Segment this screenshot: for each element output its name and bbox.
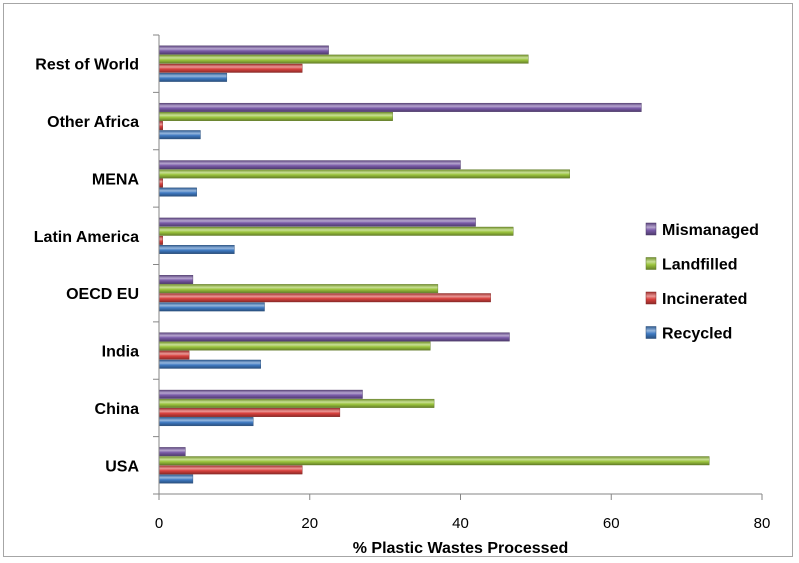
bar-landfilled-india	[158, 341, 431, 351]
legend-swatch-landfilled	[645, 257, 657, 270]
category-label: Latin America	[34, 229, 139, 246]
bar-mismanaged-oecd-eu	[158, 275, 194, 284]
legend-label-incinerated: Incinerated	[662, 291, 747, 308]
bar-landfilled-china	[158, 398, 435, 408]
x-tick-label: 40	[452, 515, 469, 532]
legend-label-recycled: Recycled	[662, 326, 732, 343]
bar-landfilled-mena	[158, 169, 570, 179]
bars-layer	[158, 45, 710, 484]
category-label: USA	[105, 458, 139, 475]
bar-incinerated-rest-of-world	[158, 63, 303, 73]
bar-landfilled-oecd-eu	[158, 284, 439, 294]
bar-incinerated-usa	[158, 465, 303, 475]
bar-incinerated-other-africa	[158, 121, 163, 131]
bar-landfilled-other-africa	[158, 112, 393, 121]
category-label: MENA	[92, 171, 140, 188]
bar-recycled-latin-america	[158, 245, 235, 254]
x-tick-label: 80	[754, 515, 771, 532]
legend-label-mismanaged: Mismanaged	[662, 222, 759, 239]
bar-mismanaged-mena	[158, 160, 461, 170]
bar-recycled-usa	[158, 474, 194, 484]
axes-layer	[153, 34, 763, 500]
bar-recycled-other-africa	[158, 130, 201, 140]
bar-mismanaged-other-africa	[158, 102, 642, 112]
category-label: Rest of World	[35, 57, 139, 74]
legend: Mismanaged Landfilled Incinerated Recycled	[645, 222, 759, 343]
bar-landfilled-rest-of-world	[158, 54, 529, 64]
x-tick-label: 0	[155, 515, 163, 532]
bar-mismanaged-latin-america	[158, 217, 476, 227]
legend-swatch-mismanaged	[645, 222, 657, 236]
bar-incinerated-oecd-eu	[158, 293, 491, 303]
bar-incinerated-china	[158, 408, 341, 417]
bar-recycled-china	[158, 417, 254, 427]
bar-mismanaged-rest-of-world	[158, 45, 329, 55]
x-tick-label: 20	[301, 515, 318, 532]
bar-mismanaged-usa	[158, 447, 186, 457]
x-axis-title: % Plastic Wastes Processed	[353, 540, 569, 557]
bar-recycled-rest-of-world	[158, 72, 228, 82]
labels-layer: Rest of World Other Africa MENA Latin Ameri…	[34, 57, 771, 557]
bar-recycled-oecd-eu	[158, 302, 265, 312]
bar-incinerated-latin-america	[158, 235, 163, 245]
category-label: Other Africa	[47, 114, 139, 131]
legend-label-landfilled: Landfilled	[662, 257, 738, 274]
x-tick-label: 60	[603, 515, 620, 532]
category-label: India	[102, 344, 139, 361]
bar-incinerated-india	[158, 350, 190, 360]
category-label: OECD EU	[66, 286, 139, 303]
bar-recycled-mena	[158, 187, 197, 197]
bar-landfilled-usa	[158, 456, 710, 466]
bar-recycled-india	[158, 359, 261, 369]
legend-swatch-incinerated	[645, 291, 657, 305]
category-label: China	[95, 401, 140, 418]
bar-mismanaged-china	[158, 389, 363, 399]
legend-swatch-recycled	[645, 326, 657, 339]
bar-incinerated-mena	[158, 178, 163, 188]
bar-mismanaged-india	[158, 332, 510, 342]
bar-landfilled-latin-america	[158, 226, 514, 236]
